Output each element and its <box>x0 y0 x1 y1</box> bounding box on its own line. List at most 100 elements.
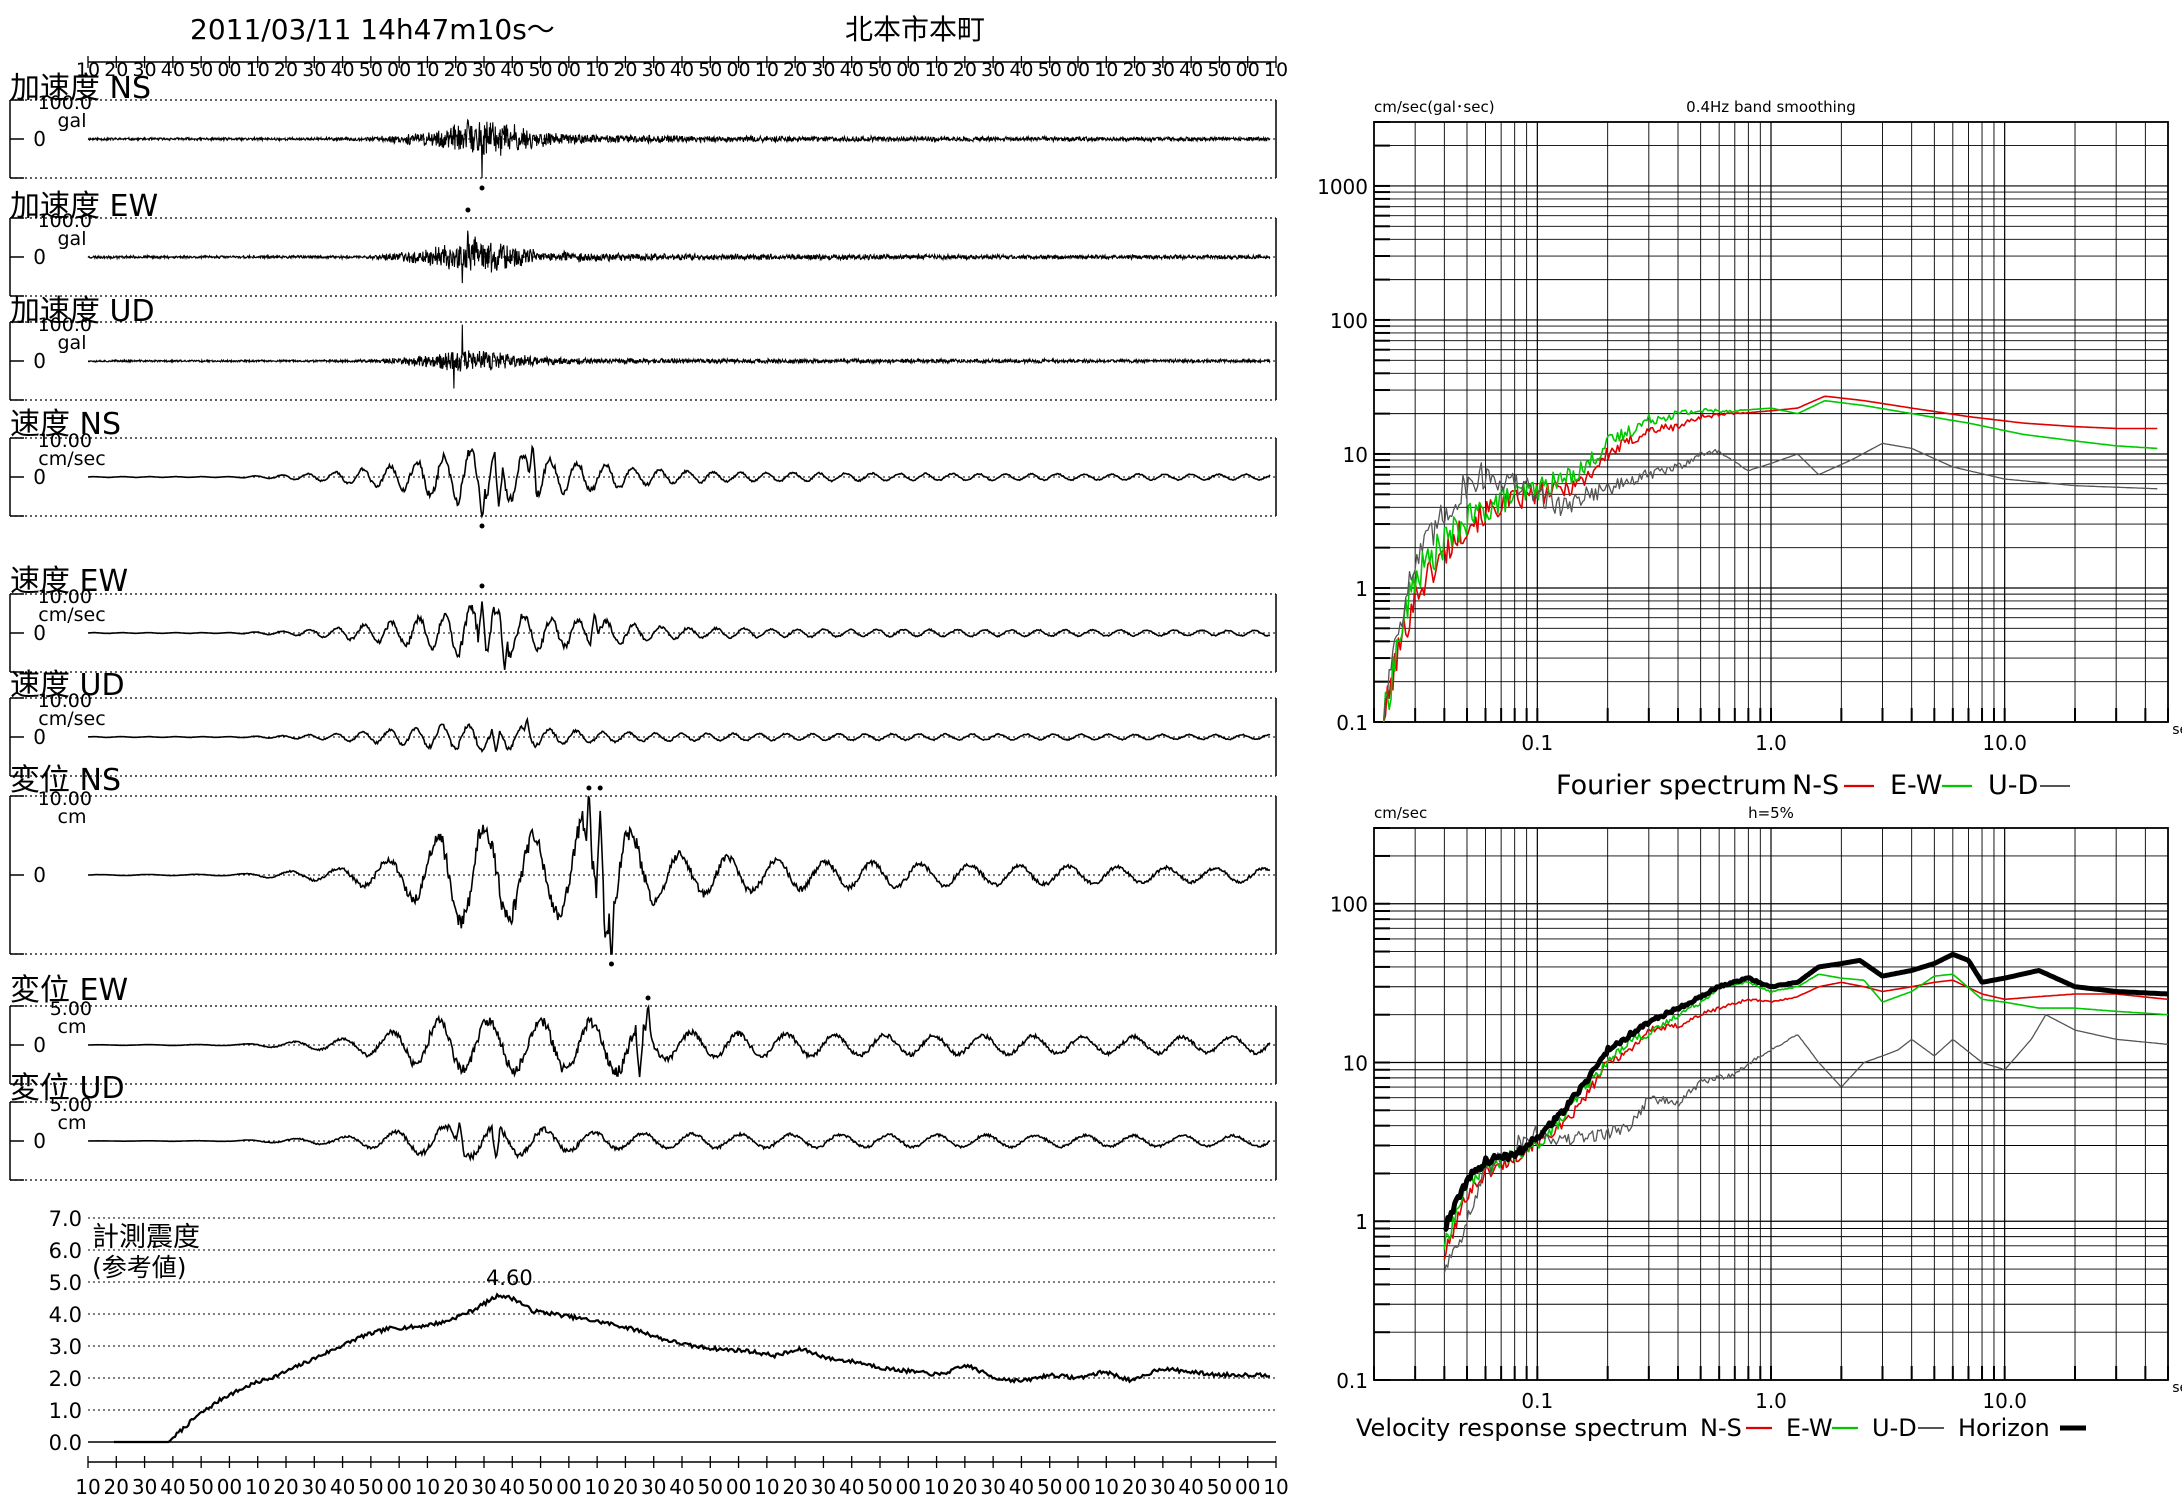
top-axis-tick-label: 10 <box>415 59 439 81</box>
bottom-axis-tick-label: 30 <box>1150 1475 1175 1499</box>
x-tick-label: 0.1 <box>1521 1389 1553 1413</box>
panel-zero-label: 0 <box>33 725 46 749</box>
top-axis-tick-label: 10 <box>585 59 609 81</box>
intensity-tick-label: 5.0 <box>49 1271 82 1295</box>
top-axis-tick-label: 30 <box>811 59 835 81</box>
bottom-axis-tick-label: 00 <box>726 1475 751 1499</box>
bottom-axis-tick-label: 10 <box>415 1475 440 1499</box>
bottom-axis-tick-label: 10 <box>75 1475 100 1499</box>
bottom-axis-tick-label: 30 <box>641 1475 666 1499</box>
y-tick-label: 100 <box>1330 893 1368 917</box>
station-name: 北本市本町 <box>845 13 986 46</box>
top-axis-tick-label: 50 <box>359 59 383 81</box>
y-tick-label: 1000 <box>1317 175 1368 199</box>
intensity-tick-label: 6.0 <box>49 1239 82 1263</box>
series-line <box>1383 442 2158 720</box>
peak-marker <box>586 785 592 791</box>
top-axis-tick-label: 40 <box>670 59 694 81</box>
bottom-axis-tick-label: 00 <box>1065 1475 1090 1499</box>
bottom-axis-tick-label: 40 <box>669 1475 694 1499</box>
peak-marker <box>479 185 485 191</box>
intensity-tick-label: 2.0 <box>49 1367 82 1391</box>
top-axis-tick-label: 10 <box>1094 59 1118 81</box>
y-axis-label: cm/sec(gal･sec) <box>1374 98 1495 116</box>
top-axis-tick-label: 20 <box>613 59 637 81</box>
legend-entry-label: N-S <box>1792 770 1839 801</box>
panel-zero-label: 0 <box>33 245 46 269</box>
panel-unit-label: cm <box>58 806 87 828</box>
response-chart: 0.1 1.0 10.0 0.1 1 10 100 cm/sec h=5% sec <box>1330 804 2182 1413</box>
intensity-label-line1: 計測震度 <box>92 1222 200 1253</box>
response-legend: Velocity response spectrum N-S E-W U-D Horiz… <box>1356 1414 2086 1442</box>
top-axis-tick-label: 20 <box>953 59 977 81</box>
intensity-tick-label: 4.0 <box>49 1303 82 1327</box>
bottom-axis-tick-label: 40 <box>1178 1475 1203 1499</box>
legend-entry-label: N-S <box>1700 1414 1742 1442</box>
bottom-axis-tick-label: 20 <box>613 1475 638 1499</box>
y-tick-label: 0.1 <box>1336 711 1368 735</box>
peak-marker <box>479 523 485 529</box>
x-tick-label: 10.0 <box>1982 731 2027 755</box>
bottom-axis-tick-label: 40 <box>839 1475 864 1499</box>
top-axis-tick-label: 30 <box>981 59 1005 81</box>
top-axis-tick-label: 10 <box>755 59 779 81</box>
panel-scale-label: 100.0 <box>38 92 92 114</box>
top-axis-tick-label: 50 <box>1207 59 1231 81</box>
top-time-axis: 10 20 30 40 50 00 10 20 30 40 50 00 10 20 30 40 50 00 10 20… <box>76 56 1288 81</box>
top-axis-tick-label: 00 <box>1236 59 1260 81</box>
bottom-axis-tick-label: 00 <box>896 1475 921 1499</box>
bottom-axis-tick-label: 00 <box>386 1475 411 1499</box>
top-axis-tick-label: 40 <box>161 59 185 81</box>
waveform-trace <box>87 444 1271 519</box>
panel-scale-label: 100.0 <box>38 314 92 336</box>
bottom-axis-tick-label: 00 <box>556 1475 581 1499</box>
y-tick-label: 10 <box>1343 443 1368 467</box>
top-axis-tick-label: 50 <box>189 59 213 81</box>
bottom-axis-tick-label: 50 <box>528 1475 553 1499</box>
peak-marker <box>608 961 614 967</box>
series-line <box>1443 979 2169 1261</box>
bottom-axis-tick-label: 40 <box>160 1475 185 1499</box>
bottom-axis-tick-label: 20 <box>104 1475 129 1499</box>
legend-entry-label: Horizon <box>1958 1414 2050 1442</box>
panel-unit-label: cm/sec <box>38 708 105 730</box>
peak-marker <box>465 207 471 213</box>
series-line <box>1442 951 2169 1233</box>
bottom-axis-tick-label: 50 <box>358 1475 383 1499</box>
panel-scale-label: 10.00 <box>38 690 92 712</box>
panel-unit-label: cm <box>58 1016 87 1038</box>
fourier-legend: Fourier spectrum N-S E-W U-D <box>1556 770 2070 801</box>
bottom-axis-tick-label: 00 <box>1235 1475 1260 1499</box>
panel-label: 変位 UD <box>10 1071 125 1106</box>
peak-marker <box>479 583 485 589</box>
panel-label: 加速度 EW <box>10 189 158 224</box>
y-tick-label: 10 <box>1343 1051 1368 1075</box>
panel-zero-label: 0 <box>33 863 46 887</box>
waveform-trace <box>87 601 1271 670</box>
top-axis-tick-label: 40 <box>1009 59 1033 81</box>
bottom-axis-tick-label: 10 <box>584 1475 609 1499</box>
panel-zero-label: 0 <box>33 465 46 489</box>
bottom-time-axis: 10 20 30 40 50 00 10 20 30 40 50 00 10 20 30 40 50 00 10 20… <box>75 1456 1289 1499</box>
intensity-peak-label: 4.60 <box>486 1266 533 1290</box>
top-axis-tick-label: 50 <box>868 59 892 81</box>
top-axis-tick-label: 30 <box>472 59 496 81</box>
top-axis-tick-label: 40 <box>500 59 524 81</box>
bottom-axis-tick-label: 10 <box>754 1475 779 1499</box>
top-axis-tick-label: 00 <box>217 59 241 81</box>
series-line <box>1382 400 2158 723</box>
top-axis-tick-label: 20 <box>1122 59 1146 81</box>
panel-unit-label: cm/sec <box>38 604 105 626</box>
bottom-axis-tick-label: 10 <box>1263 1475 1288 1499</box>
legend-entry-label: U-D <box>1988 770 2038 801</box>
peak-marker <box>597 785 603 791</box>
bottom-axis-tick-label: 40 <box>1009 1475 1034 1499</box>
legend-title: Fourier spectrum <box>1556 770 1787 801</box>
bottom-axis-tick-label: 20 <box>443 1475 468 1499</box>
legend-title: Velocity response spectrum <box>1356 1414 1688 1442</box>
bottom-axis-tick-label: 10 <box>1094 1475 1119 1499</box>
